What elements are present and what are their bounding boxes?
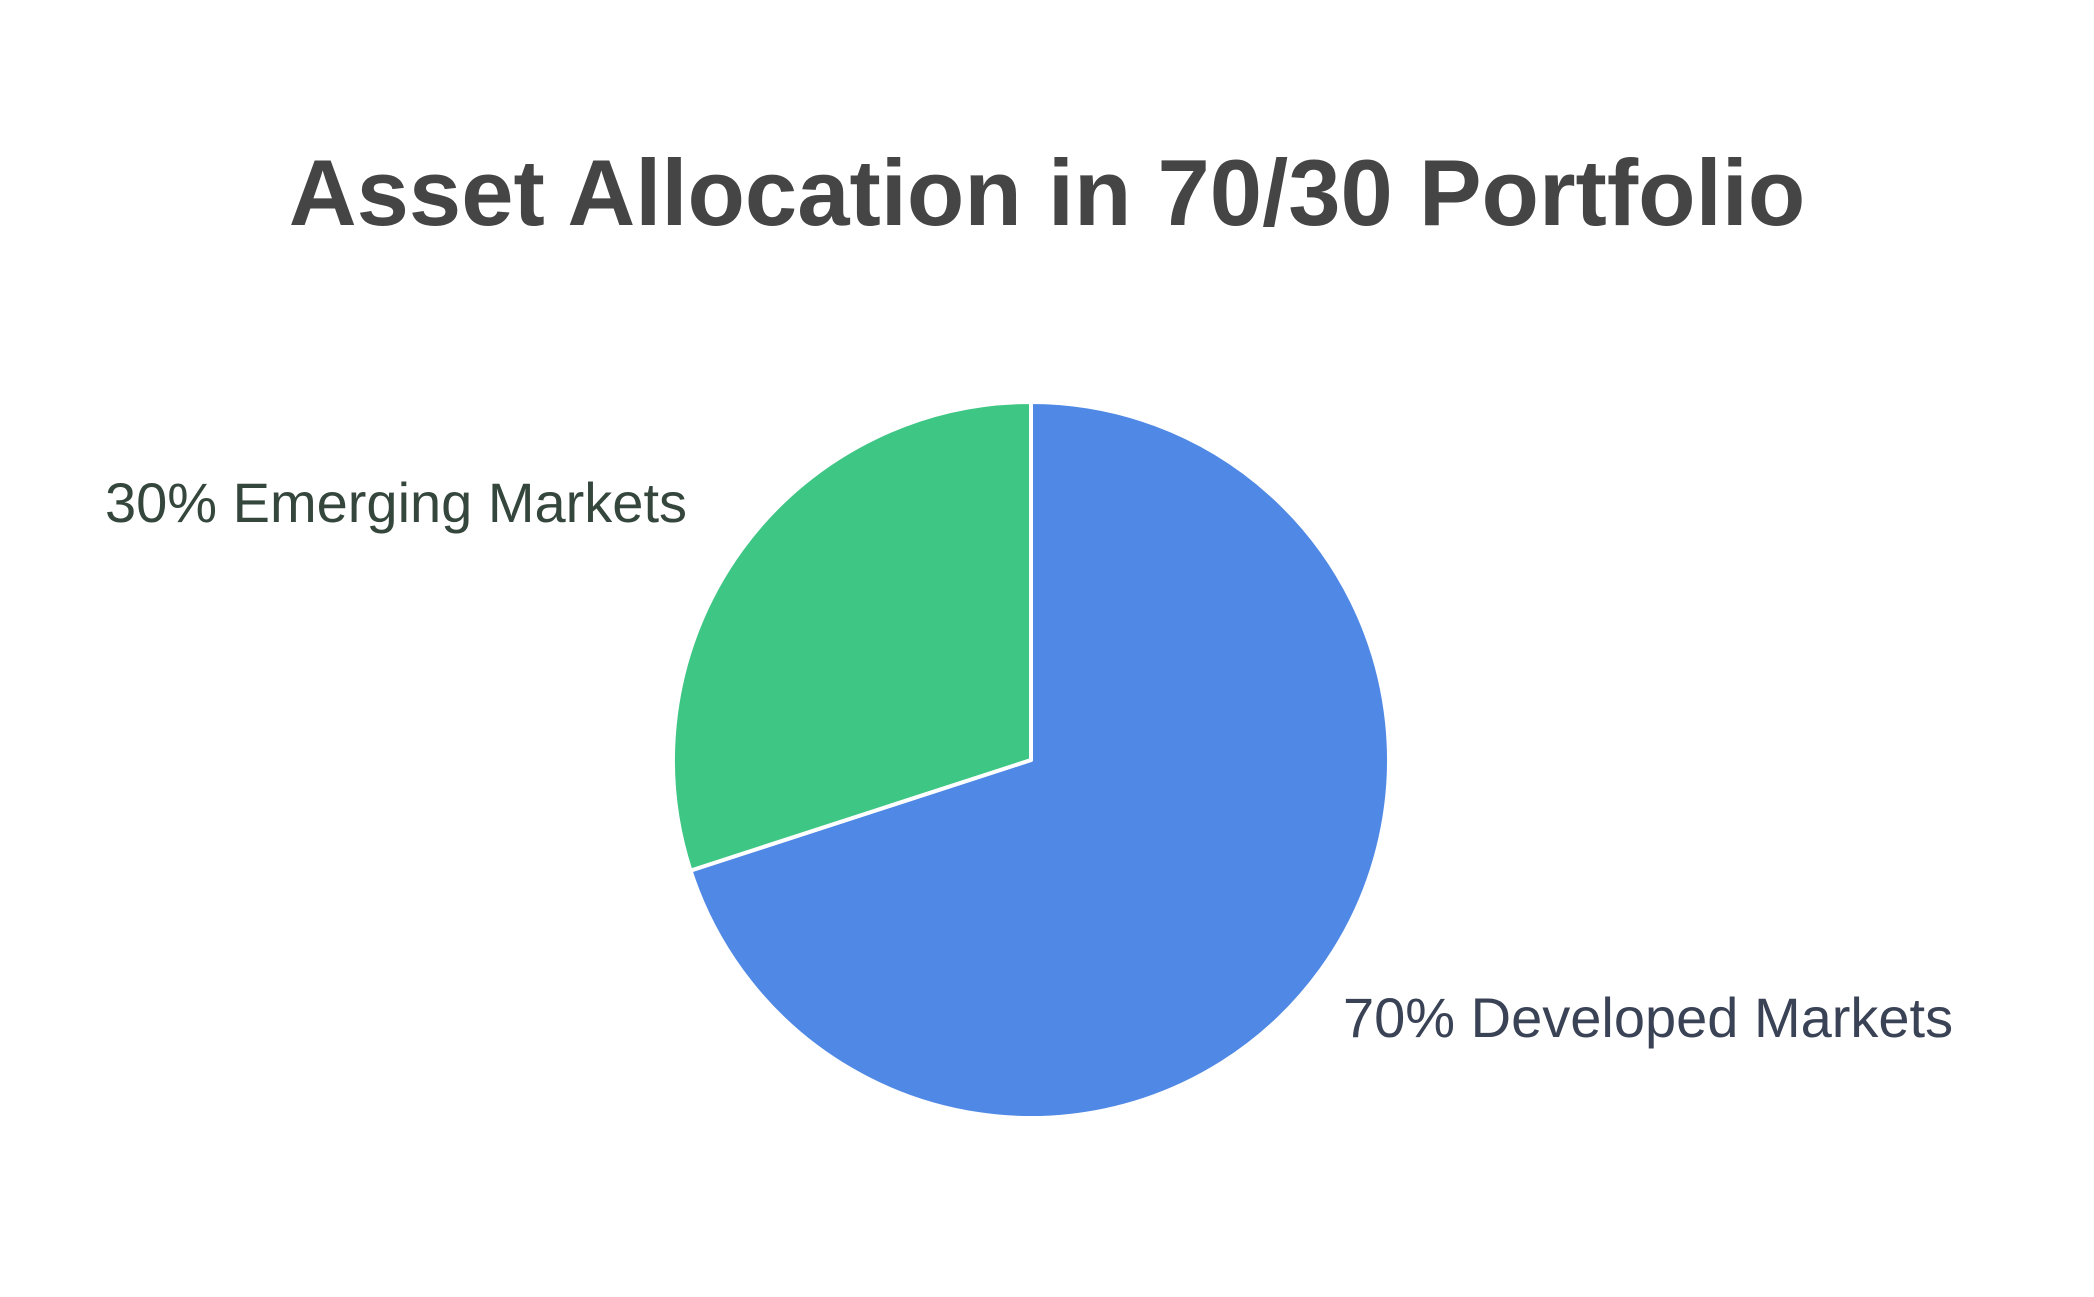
- slice-label-emerging-markets: 30% Emerging Markets: [105, 471, 687, 534]
- slice-labels: 70% Developed Markets 30% Emerging Market…: [105, 471, 1953, 1049]
- slice-label-developed-markets: 70% Developed Markets: [1343, 986, 1953, 1049]
- chart-title: Asset Allocation in 70/30 Portfolio: [288, 140, 1806, 245]
- pie-slice-emerging-markets: [671, 400, 1033, 873]
- pie-slice-developed-markets: [688, 400, 1391, 1120]
- pie-slices: [671, 400, 1391, 1120]
